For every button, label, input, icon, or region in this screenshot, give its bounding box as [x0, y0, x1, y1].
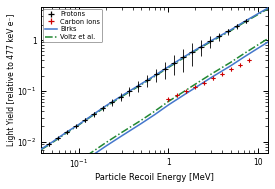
X-axis label: Particle Recoil Energy [MeV]: Particle Recoil Energy [MeV]	[95, 173, 214, 182]
Y-axis label: Light Yield [relative to 477 keV e⁻]: Light Yield [relative to 477 keV e⁻]	[7, 14, 16, 146]
Legend: Protons, Carbon ions, Birks, Voltz et al.: Protons, Carbon ions, Birks, Voltz et al…	[43, 9, 102, 42]
